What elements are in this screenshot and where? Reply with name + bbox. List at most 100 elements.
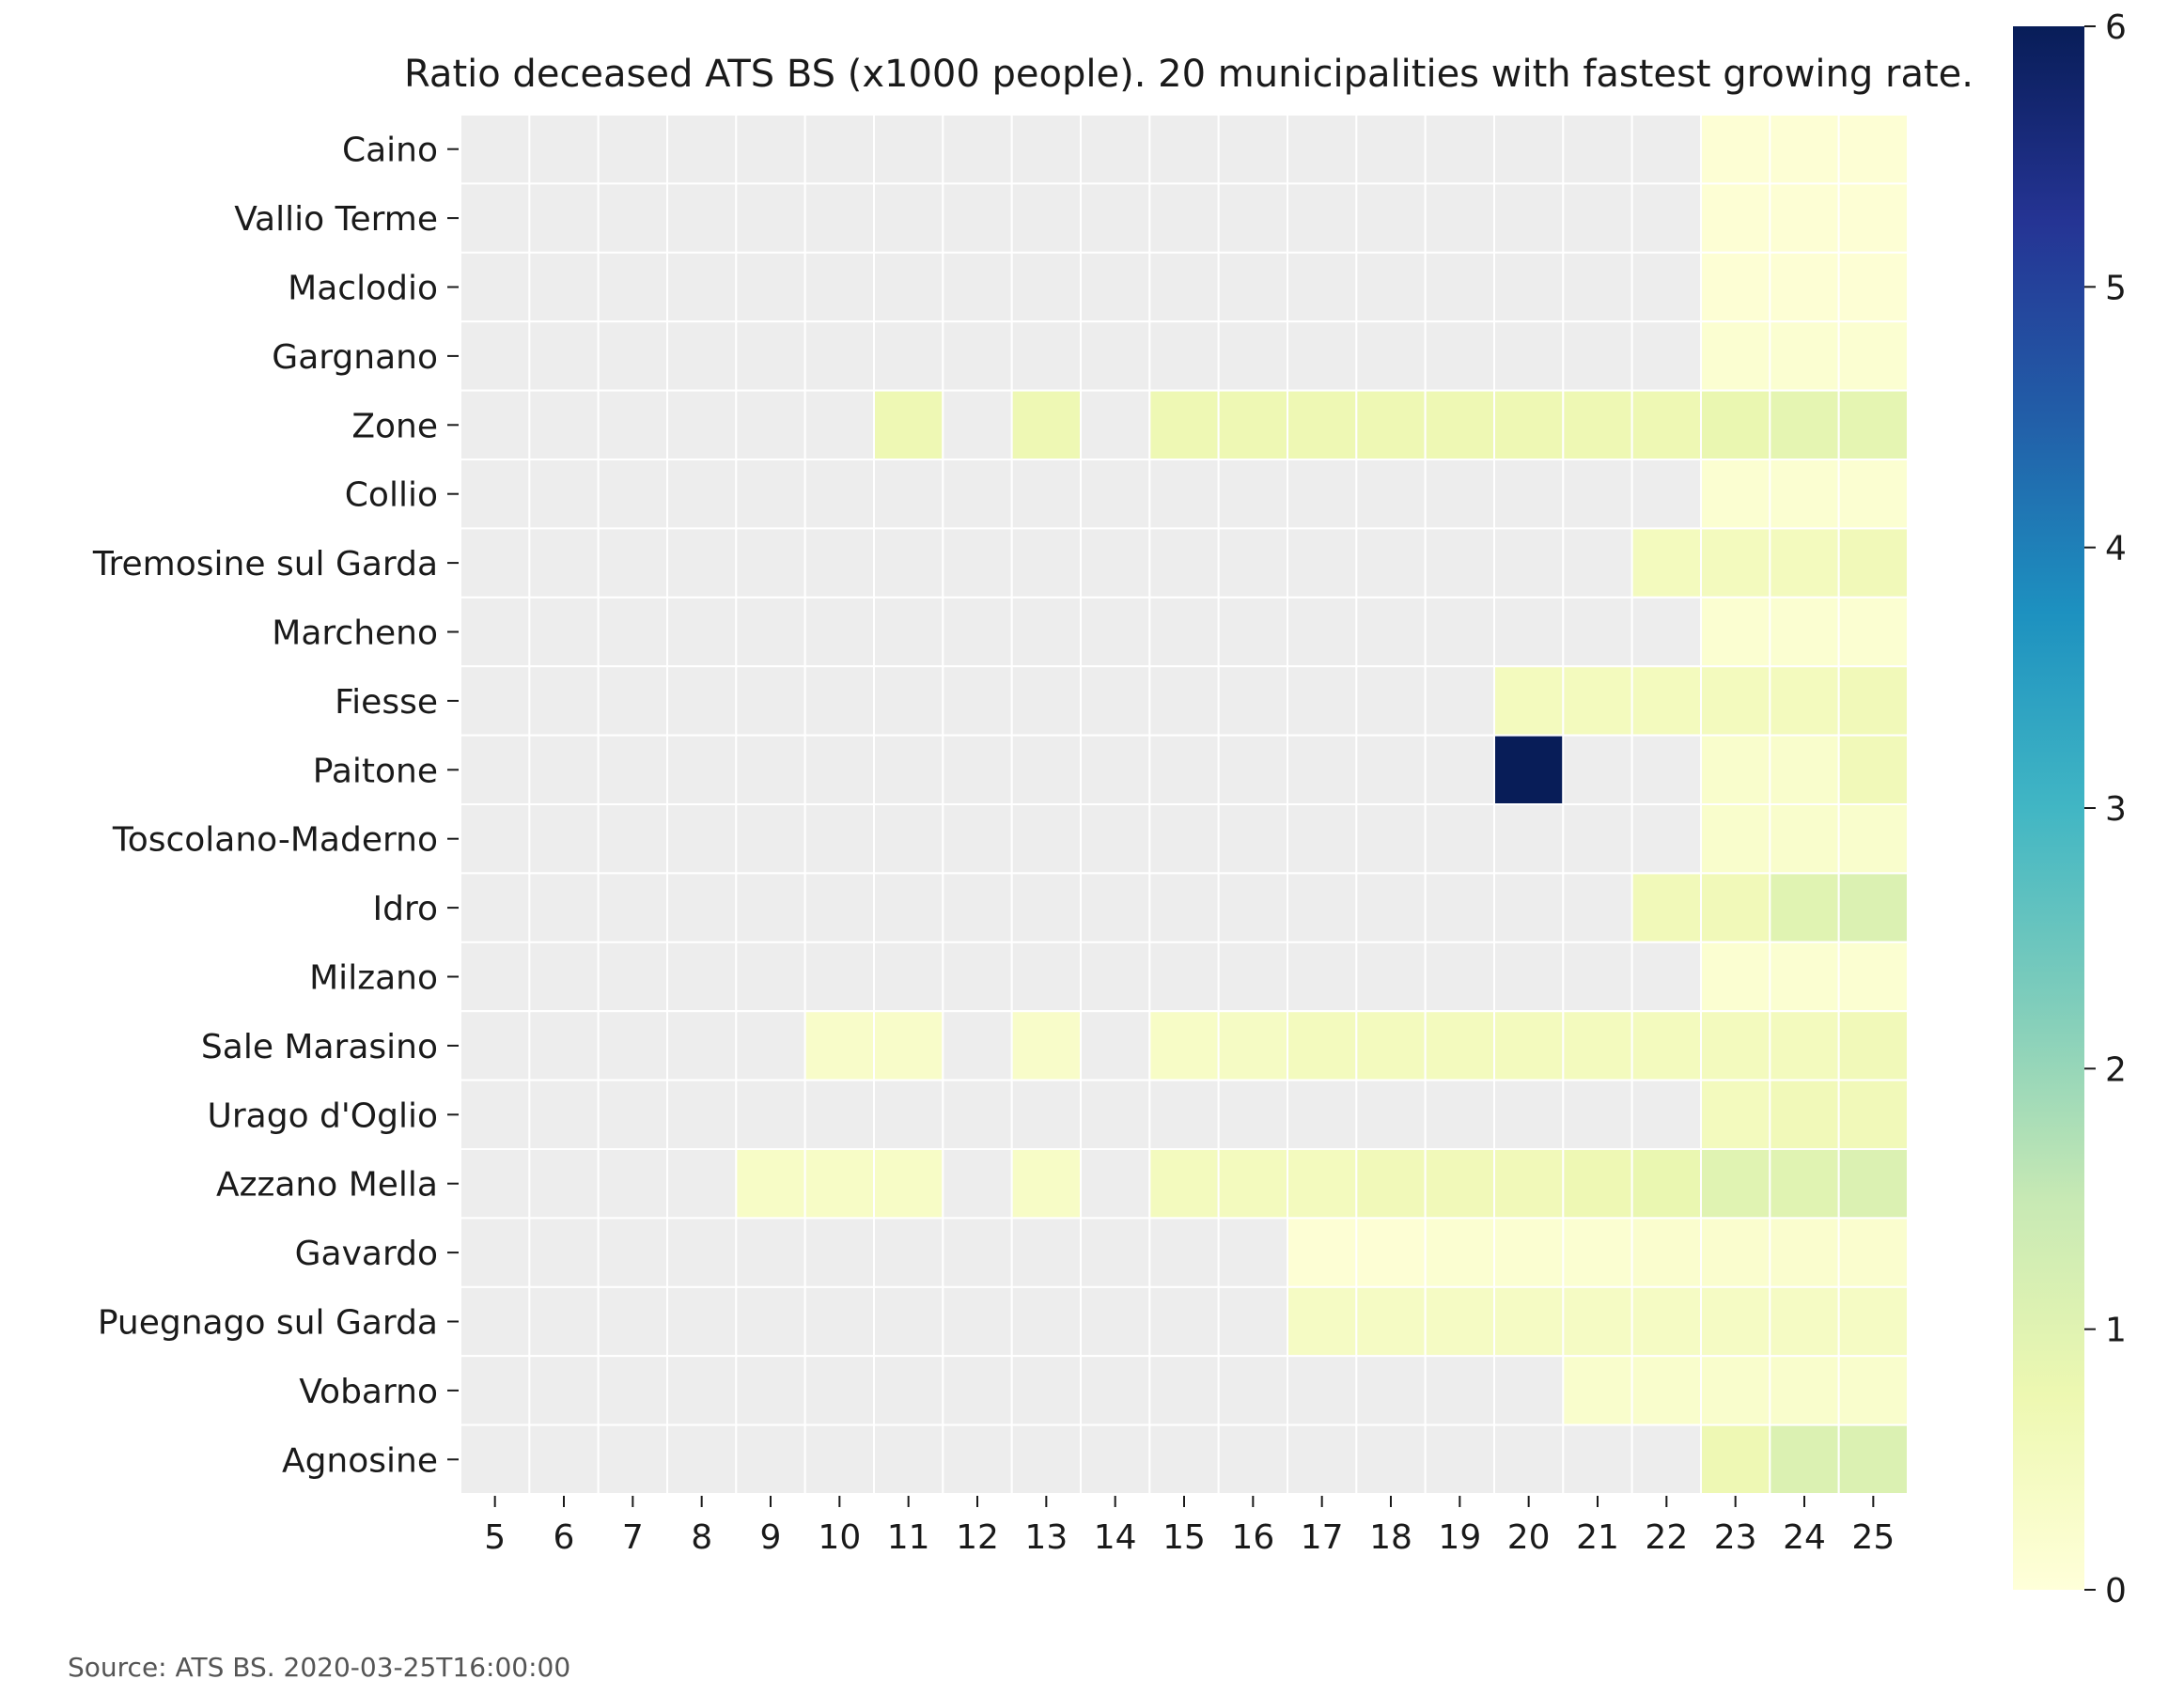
heatmap-cell — [1424, 527, 1495, 599]
x-tick-label: 7 — [622, 1518, 644, 1557]
heatmap-cell — [666, 182, 738, 254]
heatmap-cell — [873, 1423, 944, 1495]
heatmap-cell — [803, 596, 876, 668]
heatmap-cell — [597, 1355, 669, 1426]
heatmap-cell — [1148, 1148, 1220, 1220]
heatmap-cell — [942, 1423, 1013, 1495]
heatmap-cell — [1630, 1148, 1702, 1220]
heatmap-cell — [1424, 1423, 1495, 1495]
heatmap-cell — [1010, 389, 1082, 461]
heatmap-cell — [1080, 459, 1151, 530]
heatmap-cell — [1769, 320, 1840, 392]
y-tick-label: Marcheno — [272, 614, 438, 653]
heatmap-cell — [1493, 114, 1565, 185]
heatmap-cell — [1700, 320, 1771, 392]
heatmap-cell — [803, 320, 876, 392]
heatmap-cell — [597, 459, 669, 530]
heatmap-cell — [873, 1079, 944, 1150]
heatmap-cell — [1287, 803, 1358, 875]
heatmap-cell — [1287, 251, 1358, 323]
heatmap-cell — [1148, 1355, 1220, 1426]
heatmap-cell — [597, 596, 669, 668]
heatmap-cell — [735, 872, 806, 943]
heatmap-cell — [1148, 1423, 1220, 1495]
heatmap-cell — [1493, 734, 1565, 805]
heatmap-cell — [1217, 665, 1288, 737]
heatmap-cell — [1769, 389, 1840, 461]
heatmap-cell — [1355, 1079, 1427, 1150]
heatmap-cell — [1080, 1355, 1151, 1426]
heatmap-cell — [942, 1148, 1013, 1220]
heatmap-cell — [666, 1285, 738, 1358]
heatmap-cell — [1148, 665, 1220, 737]
heatmap-cell — [1837, 251, 1909, 323]
heatmap-cell — [1493, 1423, 1565, 1495]
heatmap-cell — [1837, 803, 1909, 875]
heatmap-cell — [803, 459, 876, 530]
heatmap-cell — [1424, 803, 1495, 875]
heatmap-cell — [1148, 872, 1220, 943]
heatmap-cell — [666, 1148, 738, 1220]
heatmap-cell — [1010, 459, 1082, 530]
heatmap-cell — [1355, 941, 1427, 1013]
x-tick-label: 16 — [1231, 1518, 1274, 1557]
heatmap-cell — [735, 1355, 806, 1426]
heatmap-cell — [1700, 389, 1771, 461]
heatmap-cell — [803, 1148, 876, 1220]
heatmap-cell — [597, 872, 669, 943]
heatmap-cell — [803, 1010, 876, 1081]
heatmap-cell — [528, 182, 600, 254]
heatmap-cell — [1148, 734, 1220, 805]
heatmap-cell — [1700, 1355, 1771, 1426]
heatmap-cell — [528, 941, 600, 1013]
heatmap-cell — [1148, 1285, 1220, 1358]
heatmap-cell — [1287, 320, 1358, 392]
heatmap-cell — [1630, 872, 1702, 943]
heatmap-cell — [942, 527, 1013, 599]
heatmap-cell — [1493, 941, 1565, 1013]
heatmap-cell — [1837, 1423, 1909, 1495]
colorbar-gradient — [2013, 26, 2084, 1590]
heatmap-cell — [873, 941, 944, 1013]
y-tick-label: Fiesse — [335, 683, 438, 722]
heatmap-cell — [1630, 734, 1702, 805]
heatmap-cell — [1080, 1423, 1151, 1495]
heatmap-cell — [1562, 803, 1633, 875]
heatmap-cell — [942, 1355, 1013, 1426]
heatmap-cell — [1562, 1355, 1633, 1426]
heatmap-cell — [1493, 1010, 1565, 1081]
heatmap-cell — [1287, 1010, 1358, 1081]
colorbar-tick-label: 0 — [2105, 1572, 2127, 1610]
heatmap-cell — [1217, 182, 1288, 254]
heatmap-cell — [1769, 527, 1840, 599]
heatmap-cell — [1769, 596, 1840, 668]
heatmap-cell — [1148, 1217, 1220, 1288]
heatmap-cell — [1769, 1285, 1840, 1358]
heatmap-cell — [803, 734, 876, 805]
colorbar-tick-label: 6 — [2105, 8, 2127, 47]
heatmap-cell — [1769, 872, 1840, 943]
heatmap-cell — [1700, 872, 1771, 943]
heatmap-cell — [1562, 251, 1633, 323]
heatmap-cell — [597, 251, 669, 323]
heatmap-cell — [735, 734, 806, 805]
heatmap-cell — [1837, 527, 1909, 599]
heatmap-cell — [1424, 182, 1495, 254]
heatmap-cell — [942, 1010, 1013, 1081]
heatmap-cell — [1148, 251, 1220, 323]
heatmap-cell — [873, 1010, 944, 1081]
heatmap-cell — [597, 665, 669, 737]
heatmap-cell — [735, 1079, 806, 1150]
heatmap-cell — [1010, 1217, 1082, 1288]
heatmap-cell — [460, 872, 531, 943]
y-tick-label: Gavardo — [295, 1235, 438, 1273]
heatmap-cell — [942, 665, 1013, 737]
heatmap-cell — [1148, 1079, 1220, 1150]
heatmap-cell — [1562, 1423, 1633, 1495]
heatmap-cell — [1080, 1148, 1151, 1220]
heatmap-cell — [460, 1079, 531, 1150]
heatmap-cell — [1493, 1079, 1565, 1150]
heatmap-cell — [1217, 1355, 1288, 1426]
heatmap-cell — [1769, 734, 1840, 805]
colorbar-tick-label: 4 — [2105, 530, 2127, 568]
